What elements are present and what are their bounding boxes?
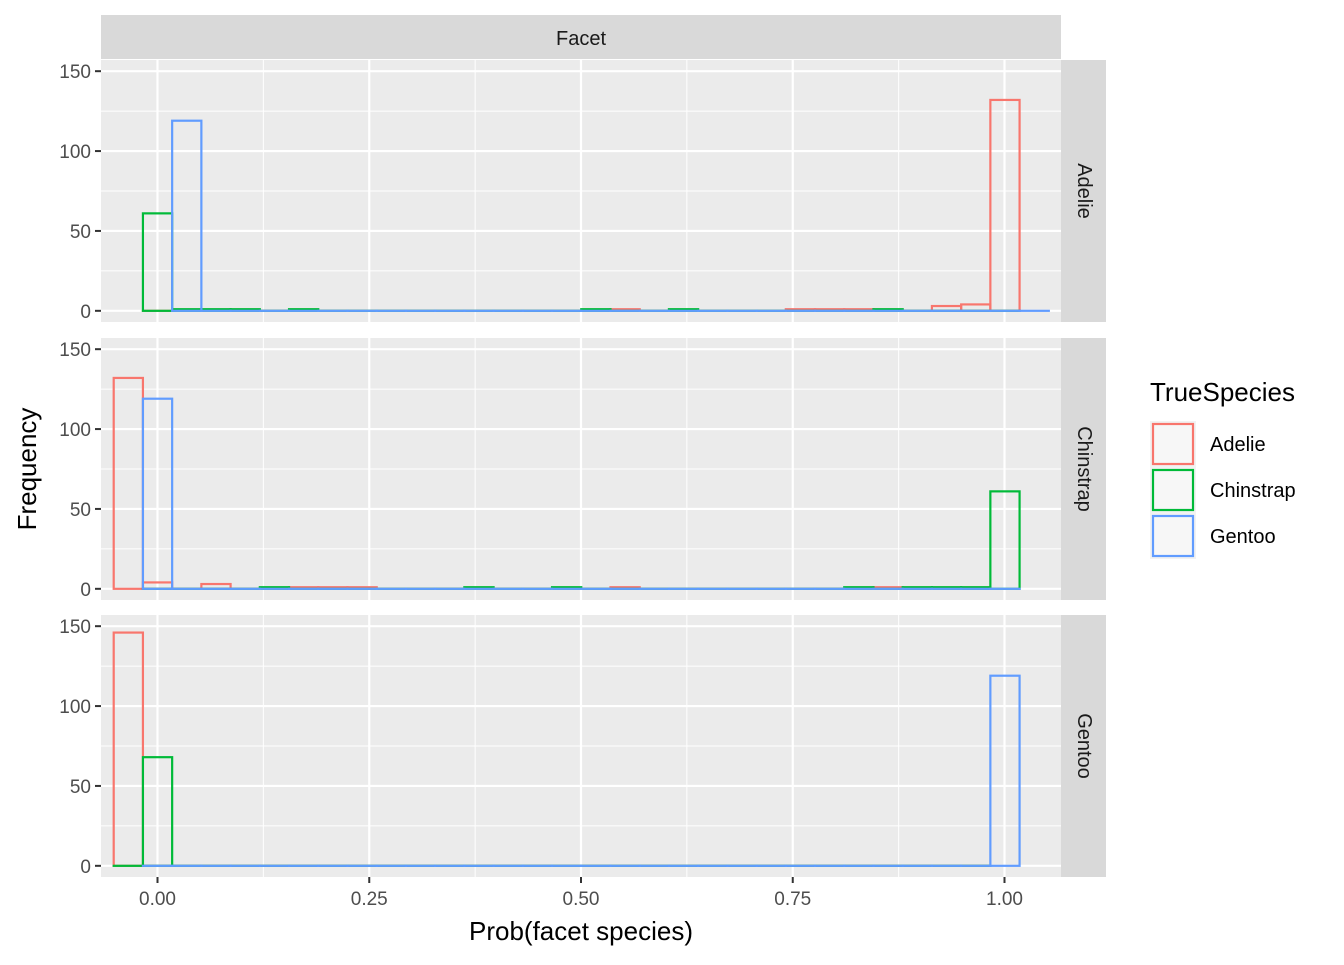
legend-entry-adelie: Adelie — [1150, 421, 1266, 467]
facet-strip-top: Facet — [101, 15, 1061, 59]
x-tick-label: 0.00 — [139, 889, 176, 910]
legend-entry-chinstrap: Chinstrap — [1150, 467, 1296, 513]
x-tick-label: 0.25 — [351, 889, 388, 910]
panel-adelie: 0 50 100 150 Adelie — [59, 60, 1106, 323]
y-tick-label: 0 — [80, 302, 91, 323]
y-tick-label: 150 — [59, 617, 91, 638]
x-axis: 0.00 0.25 0.50 0.75 1.00 — [139, 877, 1023, 910]
legend-key-swatch — [1153, 516, 1193, 556]
legend-label: Chinstrap — [1210, 480, 1296, 502]
y-tick-label: 50 — [70, 500, 91, 521]
y-tick-label: 0 — [80, 857, 91, 878]
facet-strip-label: Facet — [556, 28, 606, 50]
x-tick-label: 0.75 — [774, 889, 811, 910]
legend-key-swatch — [1153, 470, 1193, 510]
x-tick-label: 1.00 — [986, 889, 1023, 910]
legend: TrueSpecies Adelie Chinstrap Gentoo — [1150, 377, 1296, 559]
facet-strip-label-chinstrap: Chinstrap — [1073, 426, 1095, 512]
legend-label: Gentoo — [1210, 526, 1276, 548]
y-tick-label: 150 — [59, 62, 91, 83]
y-tick-label: 100 — [59, 420, 91, 441]
y-tick-label: 50 — [70, 222, 91, 243]
panel-chinstrap: 0 50 100 150 Chinstrap — [59, 338, 1106, 601]
panels-layer: 0 50 100 150 Adelie 0 50 100 150 Chinstrap 0 50 100 1… — [59, 60, 1106, 878]
y-axis-title: Frequency — [12, 408, 42, 531]
legend-label: Adelie — [1210, 434, 1266, 456]
y-tick-label: 0 — [80, 580, 91, 601]
panel-gentoo: 0 50 100 150 Gentoo — [59, 615, 1106, 878]
y-tick-label: 100 — [59, 142, 91, 163]
facet-strip-label-adelie: Adelie — [1073, 163, 1095, 219]
y-tick-label: 100 — [59, 697, 91, 718]
legend-key-swatch — [1153, 424, 1193, 464]
legend-entry-gentoo: Gentoo — [1150, 513, 1276, 559]
y-tick-label: 50 — [70, 777, 91, 798]
facet-strip-label-gentoo: Gentoo — [1073, 713, 1095, 779]
y-tick-label: 150 — [59, 340, 91, 361]
legend-title: TrueSpecies — [1150, 377, 1295, 407]
x-axis-title: Prob(facet species) — [469, 916, 693, 946]
x-tick-label: 0.50 — [563, 889, 600, 910]
